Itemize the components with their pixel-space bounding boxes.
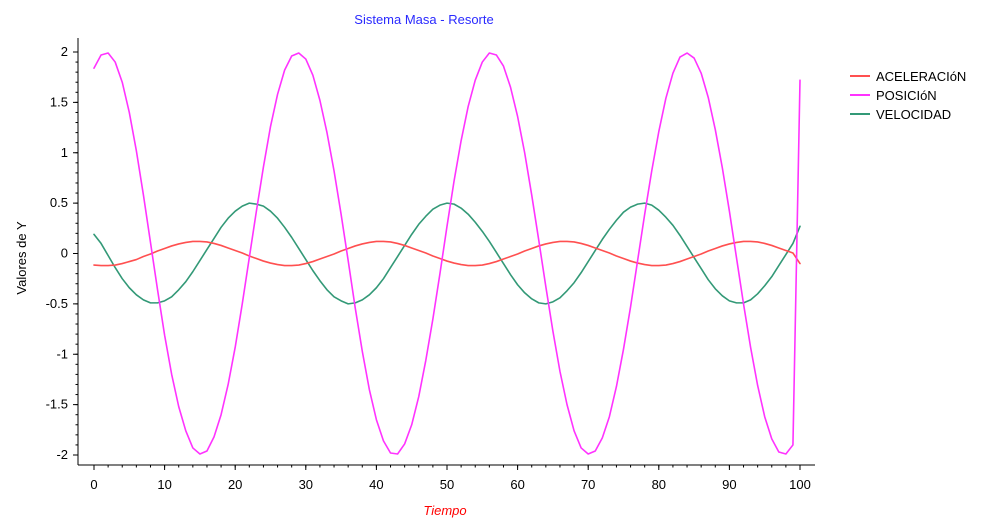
y-tick-label: -1.5 [46,397,68,412]
legend: ACELERACIóN POSICIóN VELOCIDAD [850,69,966,122]
chart-title: Sistema Masa - Resorte [354,12,493,27]
x-tick-label: 90 [722,477,736,492]
series-group [93,52,801,455]
y-tick-label: 0.5 [50,195,68,210]
axes: 2 1.5 1 0.5 0 -0.5 -1 -1.5 -2 0 10 20 30 40 50 60 70 80 90… [46,38,815,492]
legend-label: POSICIóN [876,88,937,103]
series-line-1 [93,52,801,455]
x-tick-label: 60 [510,477,524,492]
x-tick-label: 10 [157,477,171,492]
y-tick-label: 1 [61,145,68,160]
y-tick-label: 0 [61,246,68,261]
x-axis-title: Tiempo [423,503,466,518]
x-tick-label: 80 [652,477,666,492]
y-tick-label: 2 [61,44,68,59]
x-tick-label: 30 [299,477,313,492]
series-line-2 [93,202,801,305]
series-line-0 [93,240,801,267]
x-tick-label: 20 [228,477,242,492]
x-tick-label: 50 [440,477,454,492]
legend-label: VELOCIDAD [876,107,951,122]
x-tick-label: 40 [369,477,383,492]
x-tick-label: 100 [789,477,811,492]
y-tick-label: 1.5 [50,94,68,109]
y-tick-label: -2 [56,447,68,462]
y-tick-label: -1 [56,346,68,361]
y-axis-title: Valores de Y [14,221,29,295]
x-tick-label: 70 [581,477,595,492]
x-tick-label: 0 [90,477,97,492]
legend-label: ACELERACIóN [876,69,966,84]
y-tick-label: -0.5 [46,296,68,311]
